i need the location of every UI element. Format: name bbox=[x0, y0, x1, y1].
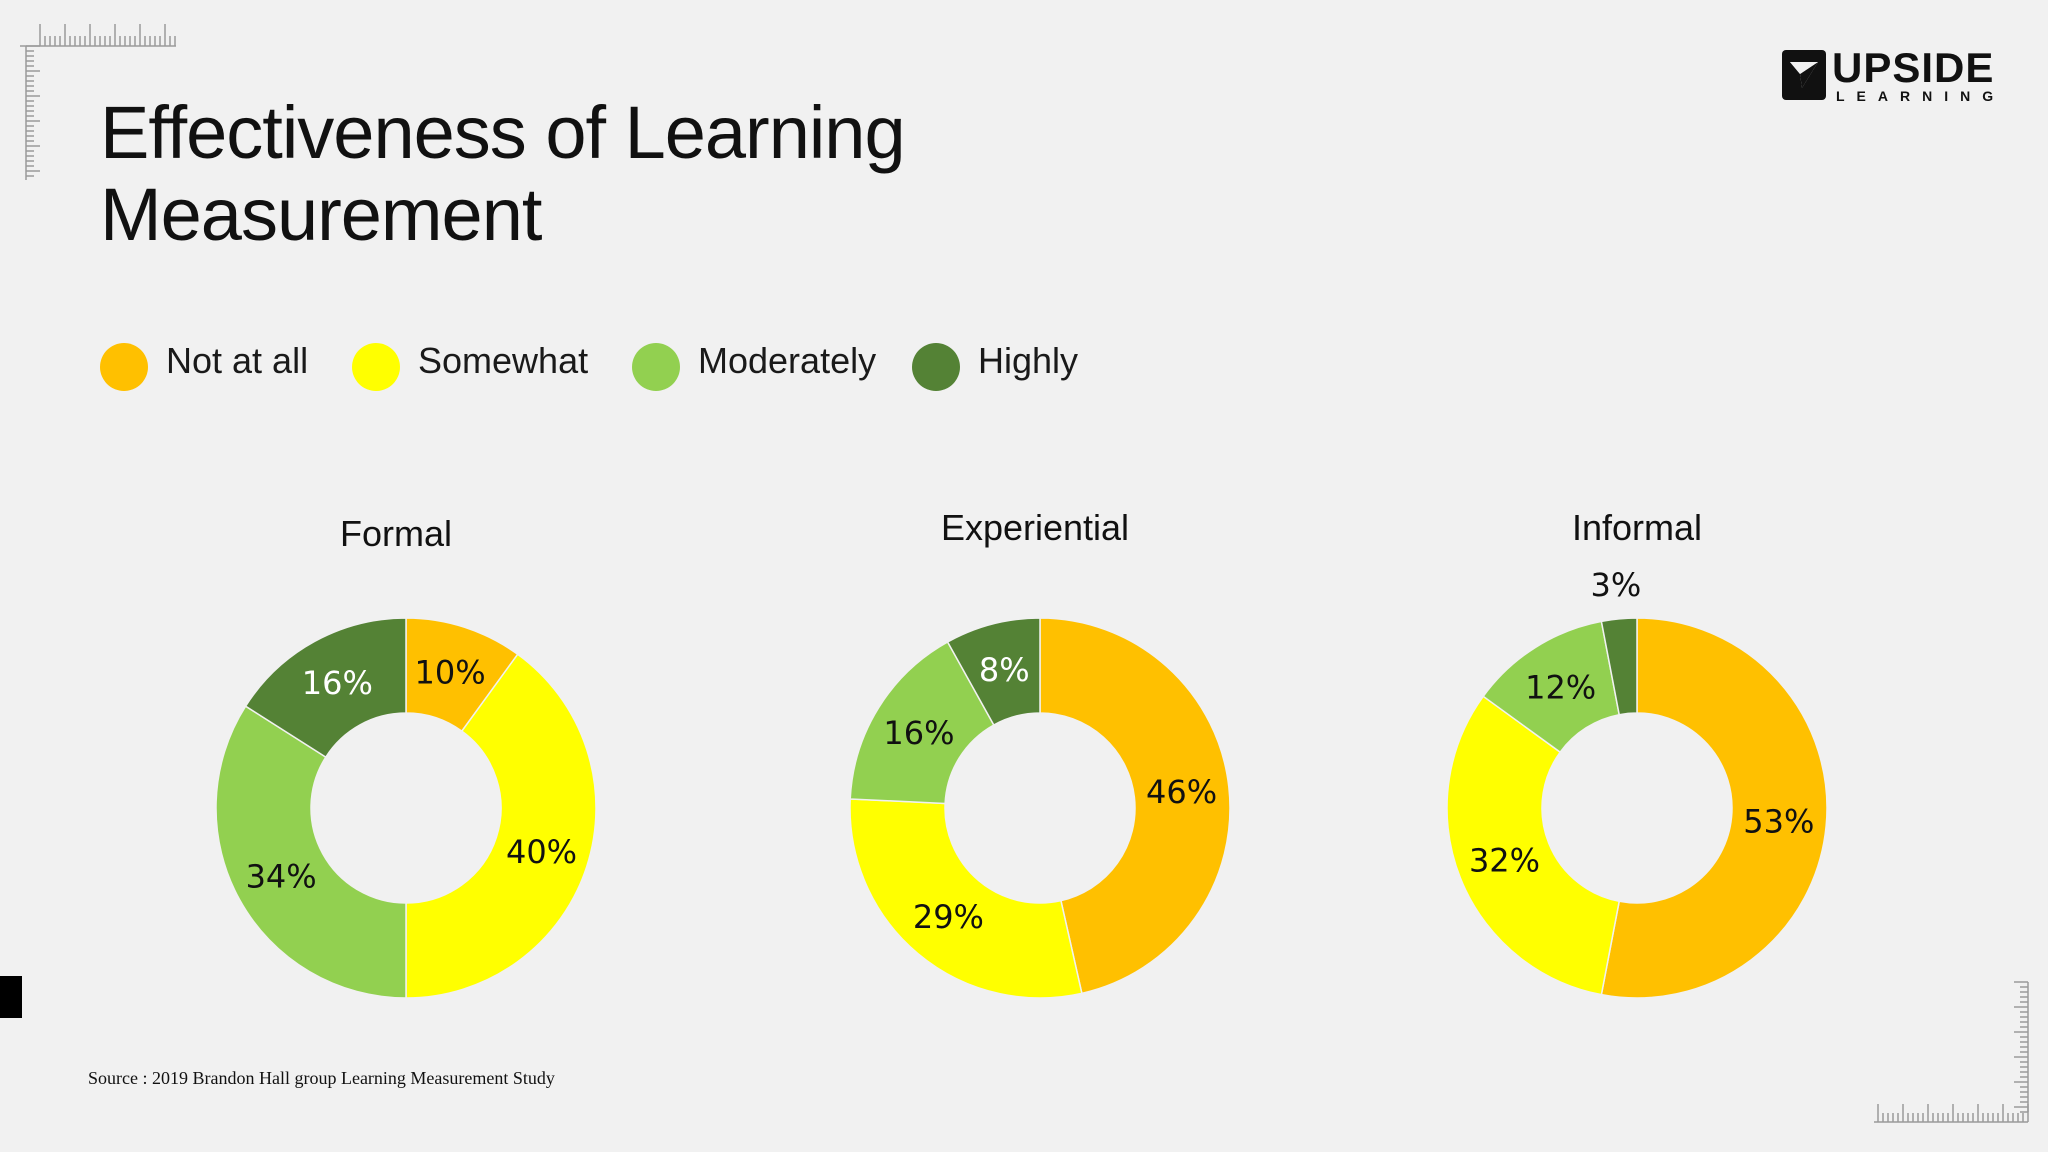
source-note: Source : 2019 Brandon Hall group Learnin… bbox=[88, 1068, 555, 1088]
data-label-highly: 16% bbox=[302, 664, 373, 702]
chart-title: Formal bbox=[340, 513, 452, 554]
donut-slice-somewhat bbox=[849, 798, 1083, 999]
donut-slice-not-at-all bbox=[1039, 617, 1231, 995]
page-title: Effectiveness of Learning Measurement bbox=[100, 92, 1000, 256]
donut-slice-moderately bbox=[849, 640, 995, 805]
donut-chart-experiential: Experiential 46% 29% 16% 8% bbox=[849, 507, 1231, 999]
data-label-somewhat: 40% bbox=[506, 833, 577, 871]
chart-title: Informal bbox=[1572, 507, 1702, 548]
donut-slice-moderately bbox=[215, 705, 407, 999]
data-label-highly: 3% bbox=[1591, 566, 1642, 604]
legend-label: Not at all bbox=[166, 340, 309, 381]
legend-label: Moderately bbox=[698, 340, 877, 381]
data-label-moderately: 34% bbox=[246, 858, 317, 896]
data-label-not-at-all: 53% bbox=[1743, 802, 1814, 840]
ruler-decoration-top-left bbox=[20, 24, 176, 180]
donut-slice-somewhat bbox=[405, 653, 597, 999]
donut-slice-highly bbox=[244, 617, 407, 759]
legend-swatch bbox=[632, 343, 680, 391]
donut-slice-highly bbox=[1600, 617, 1638, 716]
data-label-moderately: 12% bbox=[1525, 669, 1596, 707]
donut-slice-highly bbox=[946, 617, 1041, 727]
chart-title: Experiential bbox=[941, 507, 1129, 548]
donut-chart-formal: Formal 10% 40% 34% 16% bbox=[215, 513, 597, 999]
logo-subword: LEARNING bbox=[1836, 88, 2006, 104]
legend-label: Highly bbox=[978, 340, 1079, 381]
ruler-decoration-bottom-right bbox=[1874, 981, 2029, 1123]
legend-swatch bbox=[912, 343, 960, 391]
page-title-line-1: Effectiveness of Learning bbox=[100, 91, 906, 174]
data-label-highly: 8% bbox=[979, 651, 1030, 689]
legend-swatch bbox=[352, 343, 400, 391]
data-label-somewhat: 29% bbox=[913, 898, 984, 936]
page-title-line-2: Measurement bbox=[100, 173, 542, 256]
donut-slice-not-at-all bbox=[1600, 617, 1828, 999]
data-label-not-at-all: 46% bbox=[1146, 773, 1217, 811]
logo-arrow-icon bbox=[1782, 50, 1826, 100]
data-label-moderately: 16% bbox=[883, 714, 954, 752]
logo-word: UPSIDE bbox=[1832, 44, 1995, 91]
legend-label: Somewhat bbox=[418, 340, 589, 381]
data-label-somewhat: 32% bbox=[1469, 841, 1540, 879]
legend-swatch bbox=[100, 343, 148, 391]
data-label-not-at-all: 10% bbox=[414, 653, 485, 691]
side-marker bbox=[0, 976, 22, 1018]
donut-slice-somewhat bbox=[1446, 695, 1621, 996]
upside-learning-logo: UPSIDE LEARNING bbox=[1780, 44, 1993, 106]
donut-chart-informal: Informal 53% 32% 12% 3% bbox=[1446, 507, 1828, 999]
